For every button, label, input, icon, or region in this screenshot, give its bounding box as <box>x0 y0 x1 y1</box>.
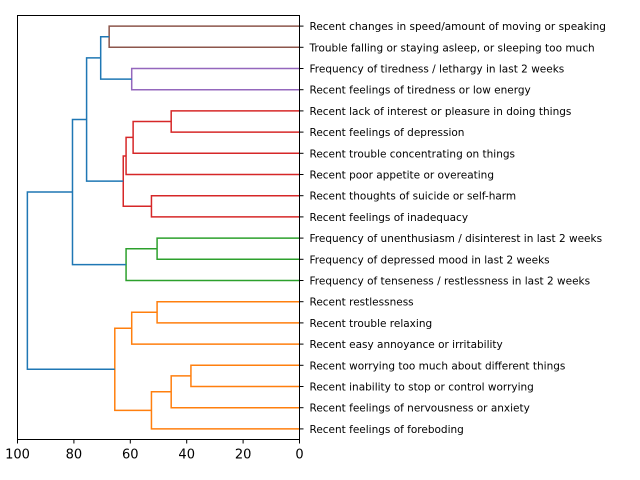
dendrogram-link <box>114 327 152 412</box>
dendrogram-link <box>125 247 300 282</box>
leaf-label: Recent poor appetite or overeating <box>310 170 494 182</box>
dendrogram-link <box>85 57 124 182</box>
dendrogram-link <box>150 194 300 218</box>
leaf-label: Frequency of depressed mood in last 2 we… <box>310 254 550 266</box>
x-tick-label: 80 <box>66 448 83 463</box>
x-tick-label: 0 <box>295 448 303 463</box>
leaf-label: Recent easy annoyance or irritability <box>310 339 503 351</box>
leaf-label: Recent feelings of nervousness or anxiet… <box>310 403 530 415</box>
leaf-label: Recent feelings of foreboding <box>310 424 464 436</box>
leaf-label: Recent thoughts of suicide or self-harm <box>310 191 517 203</box>
leaf-label: Recent feelings of inadequacy <box>310 212 469 224</box>
leaf-label: Frequency of tiredness / lethargy in las… <box>310 64 565 76</box>
dendrogram-link <box>125 136 300 176</box>
x-tick-label: 100 <box>5 448 30 463</box>
dendrogram-link <box>170 110 300 133</box>
leaf-label: Recent inability to stop or control worr… <box>310 382 534 394</box>
dendrogram-link <box>122 155 152 208</box>
leaf-labels: Recent changes in speed/amount of moving… <box>299 21 606 436</box>
leaf-label: Recent restlessness <box>310 297 414 309</box>
leaf-label: Recent feelings of depression <box>310 127 465 139</box>
dendrogram-link <box>156 300 300 324</box>
leaf-label: Frequency of unenthusiasm / disinterest … <box>310 233 603 245</box>
dendrogram-link <box>190 364 300 388</box>
leaf-label: Recent worrying too much about different… <box>310 360 566 372</box>
x-tick-label: 20 <box>235 448 252 463</box>
plot-frame <box>17 15 300 440</box>
leaf-label: Recent feelings of tiredness or low ener… <box>310 85 531 97</box>
leaf-label: Recent lack of interest or pleasure in d… <box>310 106 572 118</box>
dendrogram-link <box>130 67 300 91</box>
dendrogram-link <box>156 237 300 261</box>
x-axis: 100 80 60 40 20 0 <box>5 439 304 463</box>
dendrogram-link <box>108 25 300 49</box>
dendrogram-link <box>150 391 300 430</box>
leaf-label: Frequency of tenseness / restlessness in… <box>310 276 591 288</box>
x-tick-label: 40 <box>178 448 195 463</box>
dendrogram-links <box>26 25 300 430</box>
dendrogram-link <box>99 35 132 80</box>
leaf-label: Recent trouble concentrating on things <box>310 148 515 160</box>
leaf-label: Trouble falling or staying asleep, or sl… <box>309 42 595 54</box>
dendrogram-link <box>26 191 115 371</box>
leaf-label: Recent trouble relaxing <box>310 318 433 330</box>
leaf-label: Recent changes in speed/amount of moving… <box>310 21 606 33</box>
x-tick-label: 60 <box>122 448 139 463</box>
dendrogram-link <box>71 118 127 266</box>
dendrogram-link <box>132 120 300 155</box>
